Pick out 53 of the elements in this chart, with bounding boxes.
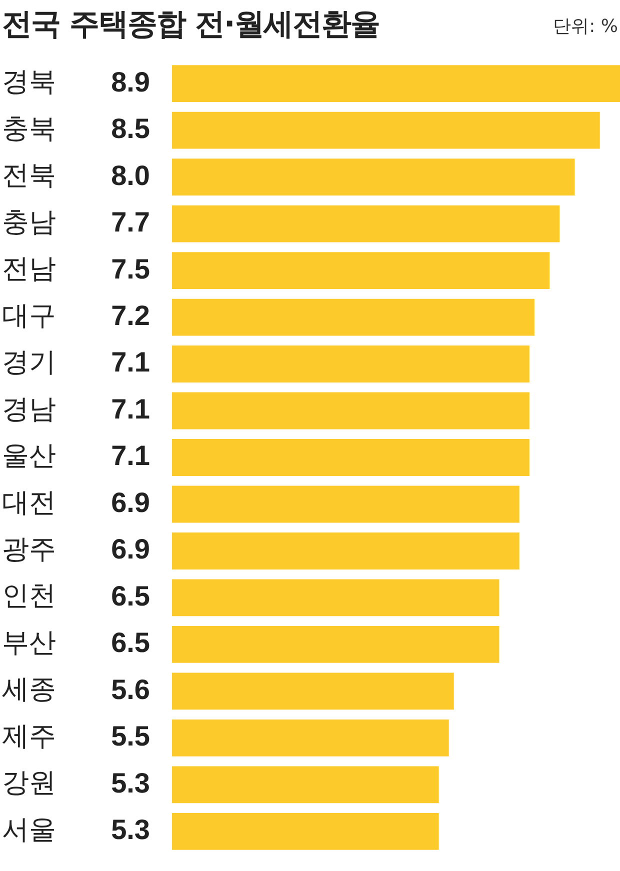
bar <box>172 532 520 570</box>
data-label: 5.3 <box>111 814 150 846</box>
y-tick-label: 전북 <box>2 160 56 192</box>
y-tick-label: 경남 <box>2 394 56 425</box>
bar <box>172 486 520 523</box>
y-tick-label: 광주 <box>2 534 56 565</box>
data-label: 5.6 <box>111 674 150 705</box>
bar <box>172 252 550 289</box>
bar <box>172 719 449 756</box>
y-tick-label: 세종 <box>2 674 56 706</box>
y-tick-label: 부산 <box>2 627 56 658</box>
y-tick-label: 서울 <box>2 814 56 846</box>
data-label: 6.9 <box>111 534 150 565</box>
y-tick-label: 전남 <box>2 254 56 285</box>
data-label: 5.3 <box>111 767 150 798</box>
y-tick-label: 충북 <box>2 113 56 144</box>
bar <box>172 65 620 102</box>
data-label: 5.5 <box>111 720 150 752</box>
y-tick-label: 경북 <box>2 66 56 98</box>
bar <box>172 672 454 710</box>
data-label: 8.0 <box>111 160 150 191</box>
bar <box>172 812 439 850</box>
y-tick-label: 경기 <box>2 347 56 378</box>
bar <box>172 158 575 196</box>
bar <box>172 346 530 382</box>
data-label: 6.5 <box>111 580 150 612</box>
data-label: 6.5 <box>111 627 150 658</box>
data-label: 8.5 <box>111 113 150 144</box>
data-label: 7.5 <box>111 253 150 284</box>
data-label: 7.2 <box>111 300 150 331</box>
y-tick-label: 인천 <box>2 580 56 612</box>
data-label: 7.1 <box>111 346 150 378</box>
bar <box>172 626 500 663</box>
bar <box>172 766 439 804</box>
y-tick-label: 제주 <box>2 720 56 752</box>
chart-title: 전국 주택종합 전·월세전환율 <box>2 6 380 44</box>
bar <box>172 439 530 476</box>
y-tick-label: 울산 <box>2 440 56 472</box>
data-label: 8.9 <box>111 66 150 98</box>
text: 단위: % <box>553 15 618 38</box>
data-label: 6.9 <box>111 486 150 518</box>
y-tick-label: 강원 <box>2 768 56 799</box>
data-label: 7.1 <box>111 440 150 472</box>
data-label: 7.7 <box>111 206 150 238</box>
bar <box>172 579 500 616</box>
data-label: 7.1 <box>111 393 150 424</box>
y-tick-label: 대전 <box>2 487 56 518</box>
bar <box>172 392 530 430</box>
bar <box>172 298 534 336</box>
y-tick-label: 대구 <box>2 300 56 332</box>
y-tick-label: 충남 <box>2 206 56 238</box>
bar <box>172 112 600 149</box>
bar <box>172 205 560 242</box>
